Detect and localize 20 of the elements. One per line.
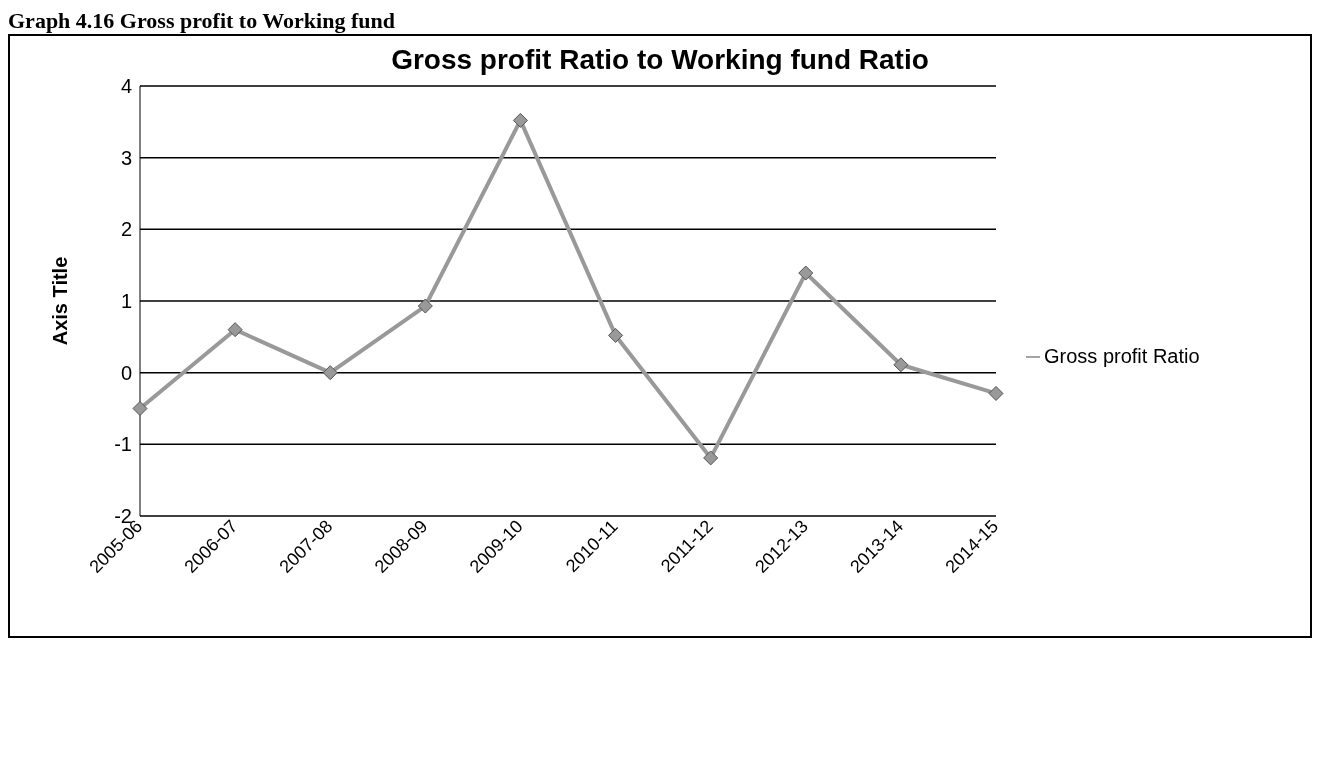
point: [798, 265, 814, 281]
legend-label: Gross profit Ratio: [1044, 344, 1200, 367]
y-tick-label: 4: [120, 75, 132, 98]
point: [322, 365, 338, 381]
point: [703, 450, 719, 466]
y-tick-label: -1: [114, 433, 132, 456]
point: [608, 327, 624, 343]
point: [988, 385, 1004, 401]
y-tick-label: 1: [120, 290, 132, 313]
y-tick-label: 2: [120, 218, 132, 241]
y-tick-label: 0: [120, 361, 132, 384]
caption: Graph 4.16 Gross profit to Working fund: [8, 8, 396, 34]
point: [417, 298, 433, 314]
point: [227, 322, 243, 338]
point: [893, 357, 909, 373]
y-axis-title: Axis Title: [49, 256, 72, 346]
y-tick-label: 3: [120, 146, 132, 169]
point: [512, 112, 528, 128]
point: [132, 401, 148, 416]
chart-title: Gross profit Ratio to Working fund Ratio: [390, 44, 930, 76]
